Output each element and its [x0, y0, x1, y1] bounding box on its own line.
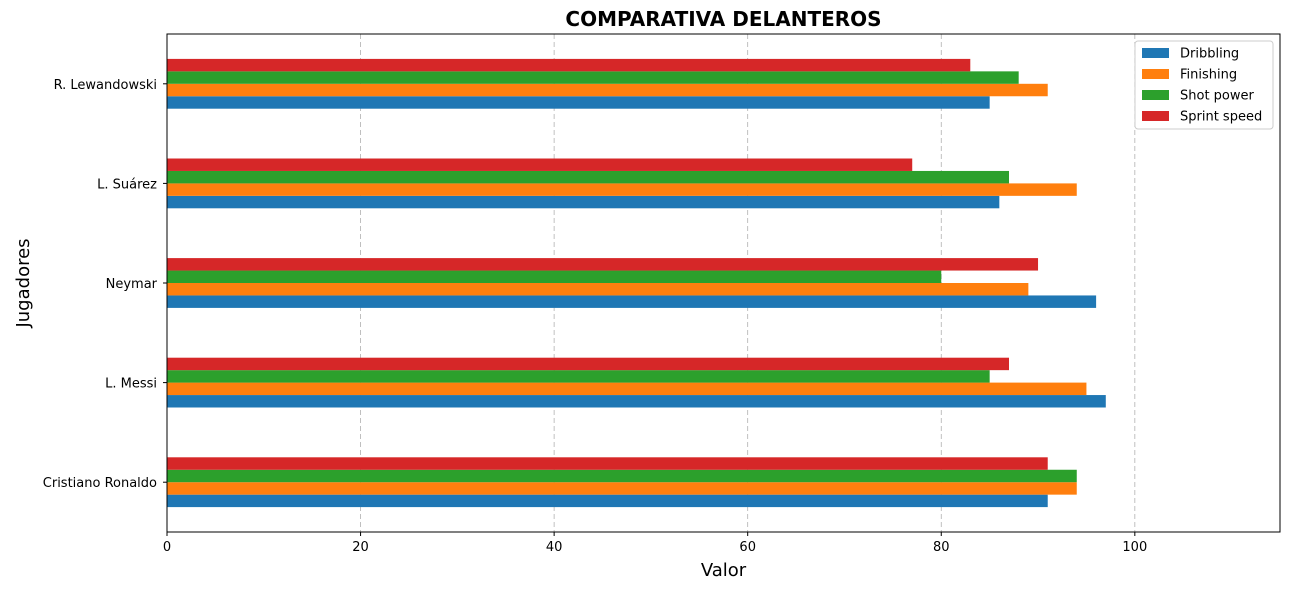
bar-finishing: [167, 382, 1087, 396]
x-axis-title: Valor: [701, 560, 747, 581]
chart-title: COMPARATIVA DELANTEROS: [565, 7, 881, 31]
legend-label: Shot power: [1180, 89, 1255, 104]
legend: Dribbling Finishing Shot power Sprint speed: [1134, 40, 1274, 130]
bar-dribbling: [167, 96, 990, 109]
bar-dribbling: [167, 494, 1048, 508]
bar-shot-power: [167, 469, 1077, 483]
bar-sprint-speed: [167, 58, 971, 72]
legend-box: [1134, 40, 1274, 130]
bar-finishing: [167, 482, 1077, 495]
y-tick-label: L. Messi: [105, 377, 157, 392]
bar-shot-power: [167, 170, 1010, 184]
y-tick-label: L. Suárez: [97, 177, 157, 192]
bar-dribbling: [167, 295, 1097, 308]
bar-shot-power: [167, 370, 990, 383]
x-tick-label: 80: [933, 540, 950, 555]
y-axis-ticks: Cristiano Ronaldo L. Messi Neymar L. Suárez…: [43, 78, 167, 491]
x-tick-label: 40: [546, 540, 563, 555]
x-tick-label: 60: [739, 540, 756, 555]
bar-finishing: [167, 183, 1077, 196]
bar-sprint-speed: [167, 357, 1010, 371]
bar-sprint-speed: [167, 457, 1048, 470]
x-tick-label: 20: [352, 540, 369, 555]
bar-finishing: [167, 283, 1029, 296]
bar-finishing: [167, 83, 1048, 97]
bars: [167, 58, 1106, 508]
legend-swatch: [1142, 48, 1169, 58]
legend-label: Finishing: [1180, 68, 1237, 83]
x-axis-ticks: 0 20 40 60 80 100: [163, 532, 1147, 555]
y-tick-label: R. Lewandowski: [54, 78, 157, 93]
legend-label: Dribbling: [1180, 47, 1239, 62]
x-tick-label: 0: [163, 540, 171, 555]
y-tick-label: Neymar: [106, 277, 158, 292]
bar-dribbling: [167, 395, 1106, 408]
x-tick-label: 100: [1122, 540, 1147, 555]
bar-shot-power: [167, 270, 942, 283]
legend-swatch: [1142, 90, 1169, 100]
bar-sprint-speed: [167, 258, 1039, 271]
y-axis-title: Jugadores: [13, 238, 34, 328]
bar-dribbling: [167, 195, 1000, 209]
legend-swatch: [1142, 111, 1169, 121]
bar-sprint-speed: [167, 158, 913, 171]
bar-shot-power: [167, 71, 1019, 84]
y-tick-label: Cristiano Ronaldo: [43, 476, 157, 491]
legend-label: Sprint speed: [1180, 110, 1262, 125]
legend-swatch: [1142, 69, 1169, 79]
